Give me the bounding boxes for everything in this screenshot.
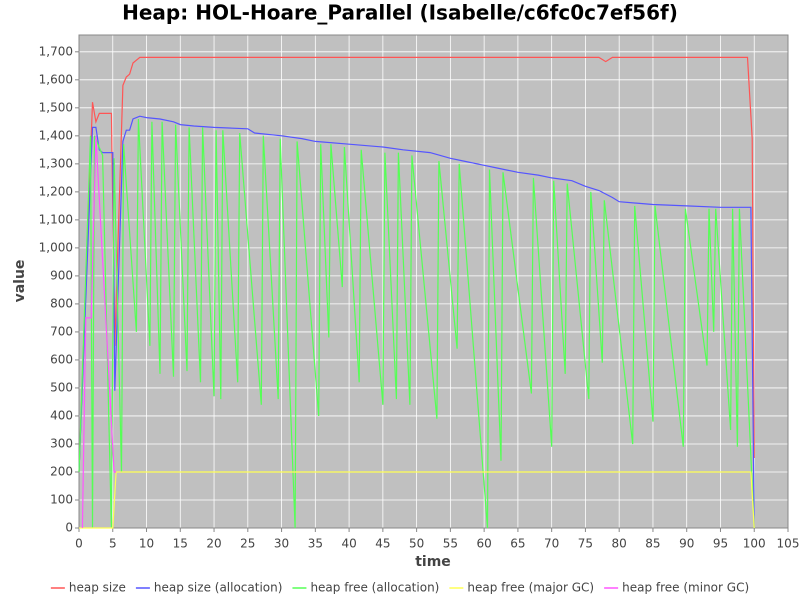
x-tick-label: 60 <box>477 537 492 551</box>
y-tick-label: 1,300 <box>39 156 73 170</box>
legend-label: heap free (minor GC) <box>622 581 749 595</box>
y-tick-label: 1,600 <box>39 72 73 86</box>
y-tick-label: 1,700 <box>39 44 73 58</box>
x-tick-label: 30 <box>274 537 289 551</box>
x-tick-label: 85 <box>645 537 660 551</box>
plot-border <box>78 34 789 529</box>
x-tick-label: 55 <box>443 537 458 551</box>
x-tick-label: 90 <box>679 537 694 551</box>
series-line <box>81 135 117 529</box>
y-tick-label: 500 <box>50 380 73 394</box>
series-line <box>78 56 755 473</box>
x-tick-label: 40 <box>341 537 356 551</box>
x-axis-label: time <box>415 554 451 570</box>
x-tick-label: 35 <box>308 537 323 551</box>
legend: heap size heap size (allocation) heap free… <box>50 581 749 595</box>
y-tick-label: 300 <box>50 436 73 450</box>
x-tick-label: 70 <box>544 537 559 551</box>
legend-label: heap size (allocation) <box>154 581 283 595</box>
y-tick-label: 800 <box>50 296 73 310</box>
y-tick-label: 900 <box>50 268 73 282</box>
x-tick-label: 20 <box>206 537 221 551</box>
x-tick-label: 5 <box>109 537 117 551</box>
x-tick-label: 75 <box>578 537 593 551</box>
y-tick-label: 1,500 <box>39 100 73 114</box>
series-line <box>78 115 755 529</box>
y-tick-label: 1,400 <box>39 128 73 142</box>
y-axis-label: value <box>12 260 28 303</box>
x-tick-label: 10 <box>139 537 154 551</box>
y-tick-label: 1,100 <box>39 212 73 226</box>
y-tick-label: 1,200 <box>39 184 73 198</box>
y-tick-label: 700 <box>50 324 73 338</box>
x-tick-label: 95 <box>713 537 728 551</box>
x-tick-label: 0 <box>75 537 83 551</box>
y-tick-label: 1,000 <box>39 240 73 254</box>
series-line <box>78 118 755 529</box>
y-tick-label: 200 <box>50 464 73 478</box>
x-tick-label: 50 <box>409 537 424 551</box>
y-tick-label: 100 <box>50 492 73 506</box>
y-tick-label: 600 <box>50 352 73 366</box>
x-tick-label: 80 <box>612 537 627 551</box>
y-tick-label: 0 <box>65 521 73 535</box>
legend-label: heap free (allocation) <box>310 581 439 595</box>
x-tick-label: 100 <box>743 537 766 551</box>
legend-label: heap free (major GC) <box>467 581 594 595</box>
x-tick-label: 15 <box>173 537 188 551</box>
legend-label: heap size <box>69 581 126 595</box>
x-tick-label: 45 <box>375 537 390 551</box>
y-tick-label: 400 <box>50 408 73 422</box>
chart-title: Heap: HOL-Hoare_Parallel (Isabelle/c6fc0… <box>122 1 678 25</box>
x-tick-label: 25 <box>240 537 255 551</box>
x-tick-label: 65 <box>510 537 525 551</box>
x-tick-label: 105 <box>777 537 800 551</box>
plot-area <box>79 35 788 528</box>
